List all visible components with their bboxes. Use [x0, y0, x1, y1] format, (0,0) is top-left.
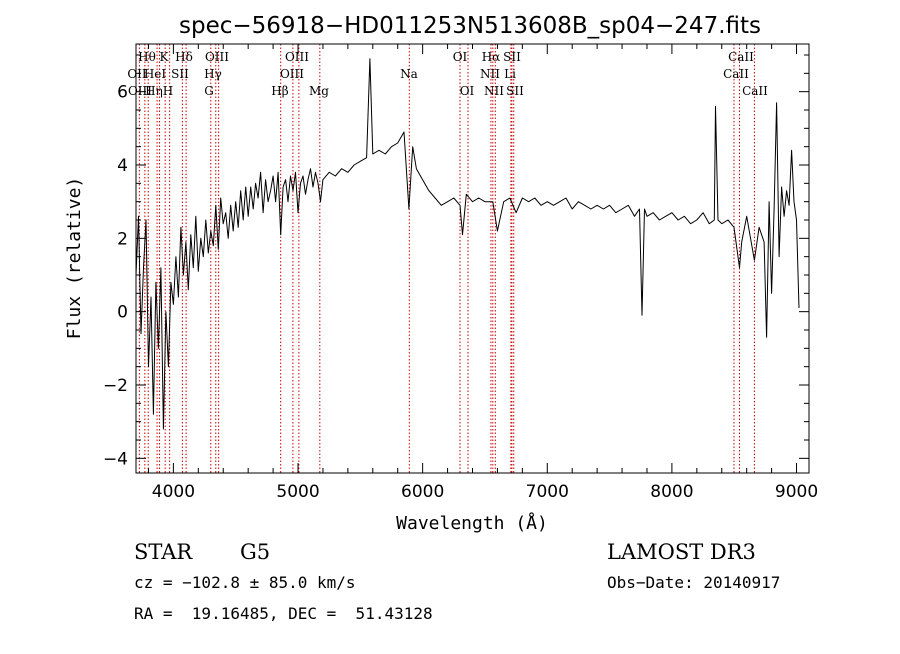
object-class: STAR	[134, 540, 193, 564]
y-tick-label: −4	[103, 449, 128, 469]
line-marker-label: SII	[503, 50, 521, 64]
observation-date: Obs−Date: 20140917	[607, 573, 780, 592]
line-marker-label: K	[160, 50, 170, 64]
x-axis: 4000 5000 6000 7000 8000 9000	[147, 44, 818, 502]
line-marker-label: Hη	[145, 84, 163, 98]
x-tick-label: 4000	[152, 482, 195, 502]
line-marker-label: OI	[460, 84, 475, 98]
y-axis-label: Flux (relative)	[64, 177, 85, 340]
line-marker-label: Hβ	[271, 84, 288, 98]
x-tick-label: 9000	[775, 482, 818, 502]
y-tick-label: 4	[117, 156, 128, 176]
spectral-subclass: G5	[240, 540, 270, 564]
line-marker-label: Mg	[309, 84, 329, 98]
line-marker-label: CaII	[728, 50, 754, 64]
y-axis: −4 −2 0 2 4 6	[103, 54, 809, 469]
line-marker-label: H	[163, 84, 173, 98]
line-marker-label: OII	[127, 67, 147, 81]
line-marker-label: HeI	[144, 67, 167, 81]
x-tick-label: 7000	[526, 482, 569, 502]
y-tick-label: 2	[117, 229, 128, 249]
spectrum-line	[135, 58, 800, 430]
line-marker-label: SII	[171, 67, 189, 81]
survey-name: LAMOST DR3	[607, 540, 756, 564]
line-marker-label: NII	[480, 67, 500, 81]
line-markers	[138, 44, 755, 473]
line-marker-label: OIII	[280, 67, 304, 81]
line-marker-label: CaII	[742, 84, 768, 98]
chart-title: spec−56918−HD011253N513608B_sp04−247.fit…	[179, 13, 761, 39]
line-marker-label: SII	[506, 84, 524, 98]
line-marker-label: NII	[484, 84, 504, 98]
velocity-readout: cz = −102.8 ± 85.0 km/s	[134, 573, 356, 592]
line-marker-label: Na	[400, 67, 418, 81]
y-tick-label: 6	[117, 83, 128, 103]
x-axis-label: Wavelength (Å)	[396, 512, 548, 534]
line-marker-label: OIII	[205, 50, 229, 64]
line-marker-label: G	[204, 84, 214, 98]
line-marker-label: Hγ	[204, 67, 222, 81]
line-marker-label: OIII	[285, 50, 309, 64]
y-tick-label: −2	[103, 376, 128, 396]
coordinates-readout: RA = 19.16485, DEC = 51.43128	[134, 604, 433, 623]
x-tick-label: 8000	[650, 482, 693, 502]
plot-frame	[135, 43, 810, 474]
line-marker-label: Li	[504, 67, 516, 81]
line-marker-label: CaII	[723, 67, 749, 81]
x-tick-label: 5000	[276, 482, 319, 502]
line-marker-label: Hδ	[175, 50, 193, 64]
spectrum-series	[135, 58, 800, 430]
line-marker-label: Hα	[482, 50, 501, 64]
x-tick-label: 6000	[401, 482, 444, 502]
line-marker-label: OI	[453, 50, 468, 64]
y-tick-label: 0	[117, 303, 128, 323]
line-marker-label: OIII	[128, 84, 152, 98]
line-marker-label: Hθ	[138, 50, 156, 64]
